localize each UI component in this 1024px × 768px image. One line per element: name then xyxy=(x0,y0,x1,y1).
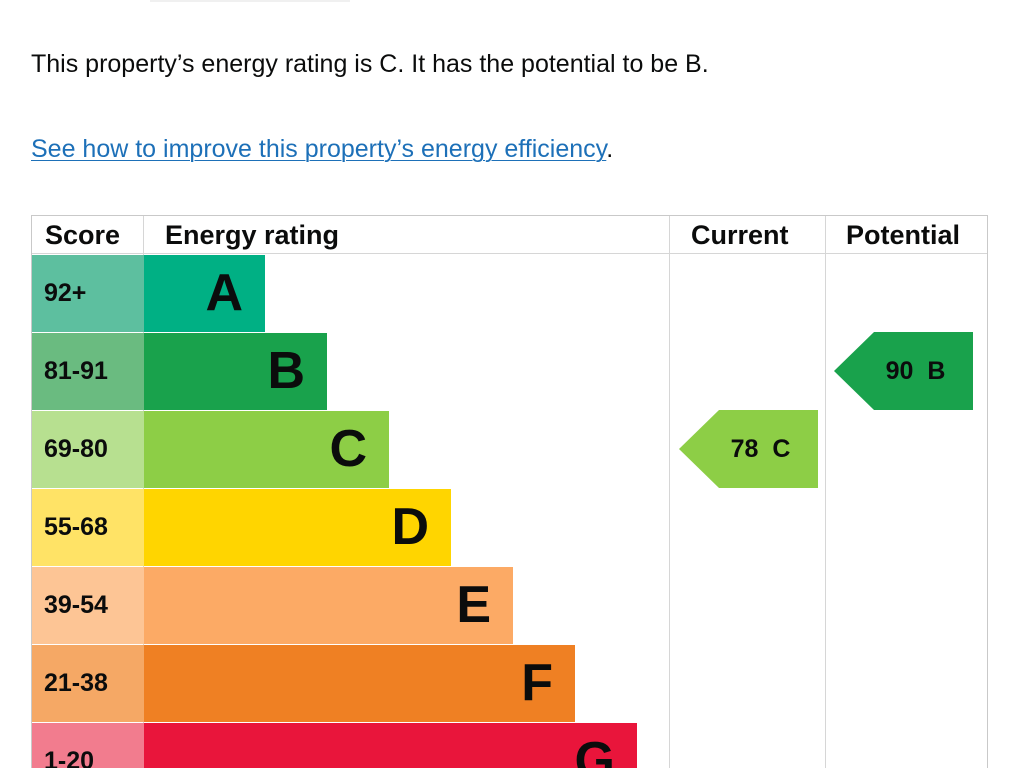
band-letter: G xyxy=(574,732,615,768)
band-score: 92+ xyxy=(32,255,144,332)
energy-rating-summary: This property’s energy rating is C. It h… xyxy=(31,50,709,78)
rating-band-d: 55-68 D xyxy=(32,489,451,566)
band-letter: A xyxy=(205,264,243,322)
band-letter: B xyxy=(267,342,305,400)
improve-efficiency-link[interactable]: See how to improve this property’s energ… xyxy=(31,135,607,163)
header-score: Score xyxy=(45,220,121,250)
band-bar: F xyxy=(144,645,575,722)
potential-rating-letter: B xyxy=(927,356,946,385)
energy-rating-table: Score Energy rating Current Potential 92… xyxy=(31,215,988,768)
band-bar: D xyxy=(144,489,451,566)
band-score: 1-20 xyxy=(32,723,144,768)
header-current: Current xyxy=(691,220,789,250)
header-potential: Potential xyxy=(846,220,961,250)
band-letter: F xyxy=(521,654,553,712)
band-score: 55-68 xyxy=(32,489,144,566)
improve-efficiency-paragraph: See how to improve this property’s energ… xyxy=(31,131,613,167)
link-suffix: . xyxy=(606,135,614,163)
potential-rating-arrow: 90 B xyxy=(834,332,973,410)
column-divider xyxy=(669,216,670,768)
rating-band-b: 81-91 B xyxy=(32,333,327,410)
band-letter: E xyxy=(456,576,491,634)
rating-band-c: 69-80 C xyxy=(32,411,389,488)
header-divider xyxy=(32,253,987,254)
band-letter: D xyxy=(391,498,429,556)
rating-band-g: 1-20 G xyxy=(32,723,637,768)
current-rating-value: 78 xyxy=(730,434,759,463)
rating-band-e: 39-54 E xyxy=(32,567,513,644)
band-score: 39-54 xyxy=(32,567,144,644)
band-bar: B xyxy=(144,333,327,410)
band-bar: G xyxy=(144,723,637,768)
top-divider xyxy=(150,0,350,2)
column-divider xyxy=(825,216,826,768)
header-energy-rating: Energy rating xyxy=(165,220,340,250)
band-letter: C xyxy=(329,420,367,478)
band-score: 69-80 xyxy=(32,411,144,488)
band-bar: C xyxy=(144,411,389,488)
rating-band-a: 92+ A xyxy=(32,255,265,332)
band-score: 81-91 xyxy=(32,333,144,410)
current-rating-arrow: 78 C xyxy=(679,410,818,488)
current-rating-letter: C xyxy=(772,434,791,463)
potential-rating-value: 90 xyxy=(885,356,914,385)
band-score: 21-38 xyxy=(32,645,144,722)
band-bar: E xyxy=(144,567,513,644)
band-bar: A xyxy=(144,255,265,332)
rating-band-f: 21-38 F xyxy=(32,645,575,722)
